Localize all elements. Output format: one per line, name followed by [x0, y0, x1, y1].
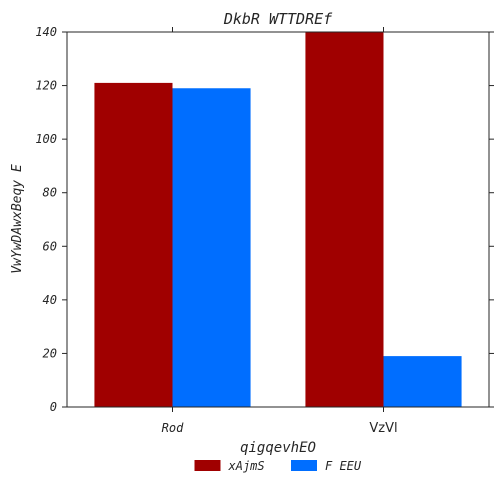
bar-F-EEU-VzVl — [383, 356, 462, 407]
y-axis-label: VwYwDAwxBeqy E — [10, 164, 25, 274]
y-tick-label: 40 — [43, 293, 57, 307]
plot-frame — [66, 31, 490, 408]
y-tick-label: 120 — [35, 79, 57, 93]
y-tick-label: 100 — [35, 132, 57, 146]
legend: xAjmS F EEU — [194, 459, 362, 473]
y-tick-label: 140 — [35, 25, 57, 39]
chart-title: DkbR WTTDREf — [223, 10, 333, 28]
y-tick-label: 0 — [50, 400, 57, 414]
bar-xAjmS-Rod — [94, 82, 173, 408]
y-tick-label: 20 — [43, 346, 57, 360]
plot-area: 0 20 40 60 80 100 120 140 Rod VzVl — [35, 25, 494, 436]
x-axis-label: qigqevhEO — [240, 440, 316, 456]
bar-xAjmS-VzVl — [305, 32, 384, 407]
legend-swatch — [194, 460, 221, 471]
legend-label: xAjmS — [228, 459, 265, 473]
legend-swatch — [291, 460, 317, 471]
bar-F-EEU-Rod — [172, 88, 251, 407]
legend-label: F EEU — [325, 459, 362, 473]
x-tick-label: VzVl — [369, 421, 397, 436]
y-tick-label: 80 — [43, 186, 57, 200]
y-tick-label: 60 — [43, 239, 57, 253]
x-tick-label: Rod — [162, 421, 184, 435]
